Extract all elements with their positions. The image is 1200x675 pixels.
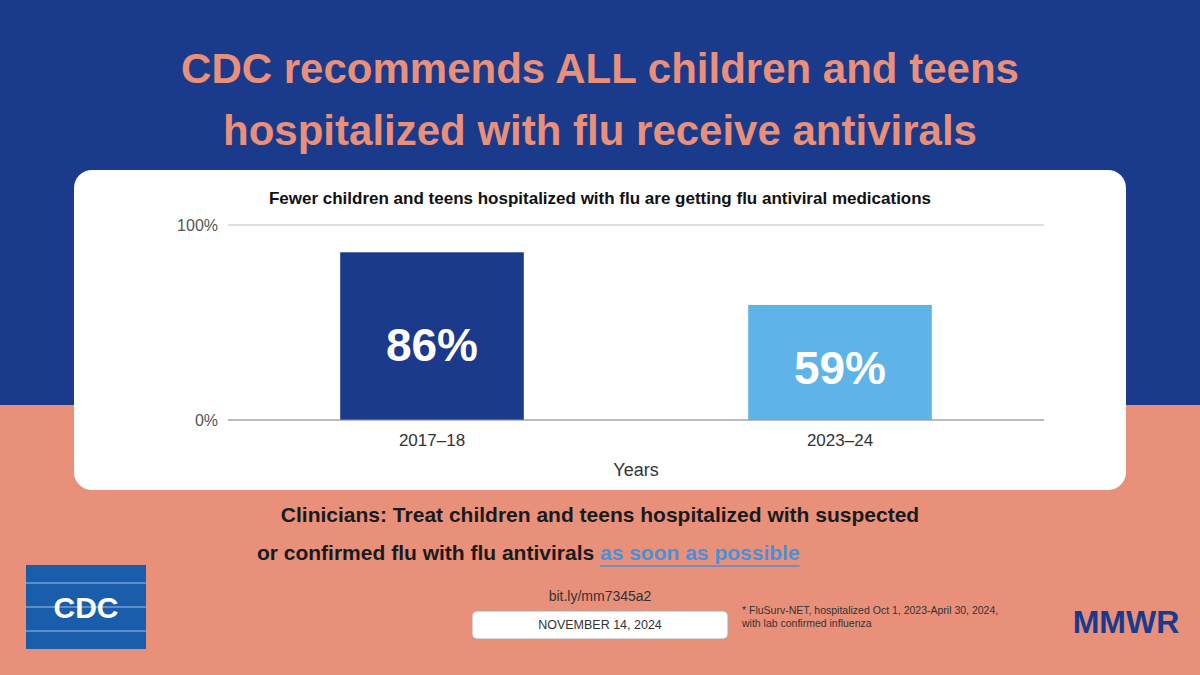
- x-tick-label: 2023–24: [807, 431, 873, 450]
- highlight-underline: [600, 565, 800, 567]
- grid-line: [228, 420, 1044, 421]
- y-tick-label: 100%: [177, 217, 218, 234]
- y-tick-label: 0%: [195, 412, 218, 429]
- highlight-text: as soon as possible: [600, 541, 800, 564]
- x-tick-label: 2017–18: [399, 431, 465, 450]
- cdc-logo-stripe: [26, 630, 146, 632]
- data-label: 86%: [386, 319, 478, 371]
- chart-card: [74, 170, 1126, 490]
- bar: [748, 305, 932, 420]
- date-badge: [472, 611, 728, 639]
- url: bit.ly/mm7345a2: [549, 588, 652, 604]
- footnote: * FluSurv-NET, hospitalized Oct 1, 2023-…: [741, 604, 998, 629]
- infographic: CDC recommends ALL children and teens hos…: [0, 0, 1200, 675]
- headline-line: hospitalized with flu receive antivirals: [223, 107, 977, 154]
- top-background: [0, 0, 1200, 675]
- cdc-logo-background: [26, 565, 146, 649]
- grid-line: [228, 225, 1044, 226]
- data-label: 59%: [794, 342, 886, 394]
- cdc-logo-stripe: [26, 582, 146, 584]
- x-axis-label: Years: [613, 460, 658, 480]
- footnote-line: * FluSurv-NET, hospitalized Oct 1, 2023-…: [742, 604, 998, 616]
- bars: [340, 252, 932, 420]
- date: NOVEMBER 14, 2024: [538, 618, 662, 632]
- x-axis-line: [228, 420, 1044, 421]
- cdc-logo: CDC: [54, 591, 119, 624]
- footnote-line: with lab confirmed influenza: [741, 617, 872, 629]
- chart-title: Fewer children and teens hospitalized wi…: [269, 189, 931, 208]
- call-to-action: or confirmed flu with flu antivirals: [257, 541, 600, 564]
- bar: [340, 252, 524, 420]
- mmwr-logo: MMWR: [1073, 604, 1180, 640]
- call-to-action: Clinicians: Treat children and teens hos…: [281, 503, 919, 526]
- headline-line: CDC recommends ALL children and teens: [181, 45, 1019, 92]
